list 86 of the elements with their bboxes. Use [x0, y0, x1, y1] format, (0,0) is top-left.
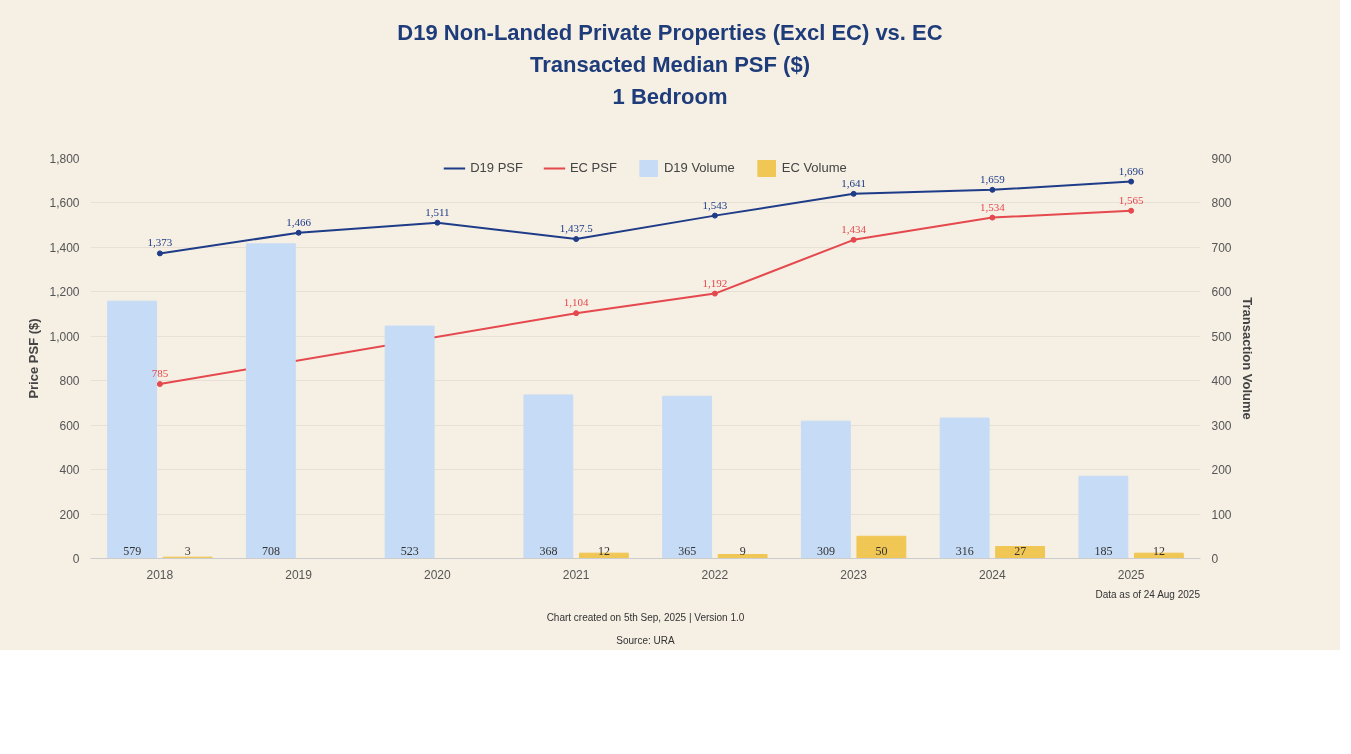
y-tick-label: 800 [59, 373, 80, 388]
x-tick-label: 2024 [979, 567, 1007, 582]
data-label: 368 [539, 543, 558, 558]
data-label: 316 [955, 543, 974, 558]
data-label: 708 [261, 543, 280, 558]
data-label: 1,641 [841, 176, 866, 189]
y2-tick-label: 100 [1211, 507, 1232, 522]
y-tick-label: 1,000 [49, 329, 80, 344]
y2-tick-label: 700 [1211, 240, 1232, 255]
y-tick-label: 1,600 [49, 196, 80, 211]
y2-tick-label: 500 [1211, 329, 1232, 344]
data-label: 1,511 [425, 205, 450, 218]
point [711, 212, 718, 219]
point [850, 236, 857, 243]
x-tick-label: 2021 [562, 567, 590, 582]
point [573, 309, 580, 316]
y-axis-title: Price PSF ($) [26, 318, 42, 399]
y2-tick-label: 0 [1211, 551, 1219, 566]
point [573, 235, 580, 242]
data-label: 185 [1094, 543, 1113, 558]
legend-label: EC PSF [569, 160, 617, 176]
data-label: 3 [184, 543, 191, 558]
point [989, 214, 996, 221]
y-tick-label: 0 [72, 551, 80, 566]
chart-title: D19 Non-Landed Private Properties (Excl EC) vs. EC Transacted Median PSF ($) 1 Bedroom [397, 19, 943, 111]
y2-axis-title: Transaction Volume [1239, 296, 1255, 420]
text: Chart created on 5th Sep, 2025 | Version 1.0 [546, 611, 745, 623]
data-label: 579 [123, 543, 142, 558]
legend-label: EC Volume [781, 160, 847, 176]
point [1128, 178, 1135, 185]
y-tick-label: 1,200 [49, 285, 80, 300]
bar [939, 417, 990, 559]
x-tick-label: 2019 [285, 567, 313, 582]
text: Data as of 24 Aug 2025 [1095, 588, 1201, 600]
data-label: 365 [678, 543, 697, 558]
y2-tick-label: 400 [1211, 373, 1232, 388]
data-label: 1,104 [563, 295, 589, 308]
x-tick-label: 2018 [146, 567, 174, 582]
x-tick-label: 2020 [424, 567, 452, 582]
point [156, 380, 163, 387]
data-label: 1,466 [286, 215, 312, 228]
legend-label: D19 PSF [470, 160, 523, 176]
y2-tick-label: 600 [1211, 285, 1232, 300]
point [156, 250, 163, 257]
point [711, 290, 718, 297]
y-tick-label: 200 [59, 507, 80, 522]
y2-tick-label: 900 [1211, 151, 1232, 166]
data-label: 1,696 [1118, 164, 1144, 177]
data-label: 50 [875, 543, 888, 558]
data-label: 1,543 [702, 198, 728, 211]
bar [800, 420, 851, 559]
y-tick-label: 1,400 [49, 240, 80, 255]
data-label: 1,434 [841, 222, 867, 235]
bar [856, 535, 907, 559]
bar [245, 243, 296, 559]
x-tick-label: 2025 [1117, 567, 1145, 582]
data-label: 1,437.5 [559, 221, 594, 234]
y2-tick-label: 200 [1211, 462, 1232, 477]
data-label: 1,659 [980, 172, 1006, 185]
point [1128, 207, 1135, 214]
data-label: 309 [816, 543, 835, 558]
data-label: 1,373 [147, 236, 173, 249]
data-label: 9 [739, 543, 746, 558]
x-tick-label: 2023 [840, 567, 868, 582]
point [850, 190, 857, 197]
bar [523, 394, 574, 559]
data-label: 1,534 [980, 200, 1006, 213]
data-label: 1,565 [1118, 193, 1144, 206]
point [295, 229, 302, 236]
y2-tick-label: 300 [1211, 418, 1232, 433]
data-label: 1,192 [702, 276, 728, 289]
y-tick-label: 600 [59, 418, 80, 433]
source-note: Source: URA [616, 634, 676, 646]
data-label: 523 [400, 543, 419, 558]
bar [384, 325, 435, 559]
bar [662, 395, 713, 559]
legend-label: D19 Volume [663, 160, 735, 176]
data-label: 27 [1014, 543, 1027, 558]
data-label: 785 [151, 366, 169, 379]
point [434, 219, 441, 226]
bar [1078, 475, 1129, 559]
y-tick-label: 400 [59, 462, 80, 477]
y2-tick-label: 800 [1211, 196, 1232, 211]
point [989, 186, 996, 193]
y-tick-label: 1,800 [49, 151, 80, 166]
x-tick-label: 2022 [701, 567, 729, 582]
